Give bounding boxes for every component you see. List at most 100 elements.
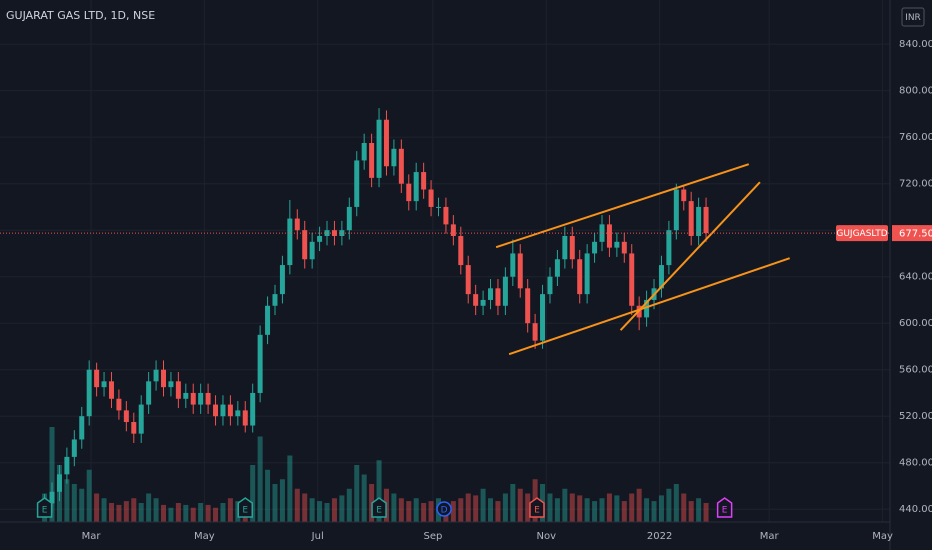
event-marker xyxy=(716,497,733,518)
candle-body xyxy=(354,160,360,207)
price-label: 677.50 xyxy=(899,229,932,240)
grid xyxy=(0,0,890,522)
candle-body xyxy=(435,206,441,208)
y-tick-label: 640.00 xyxy=(899,272,932,283)
candle-body xyxy=(658,265,664,289)
volume-bar xyxy=(599,498,605,522)
trend-line xyxy=(508,257,790,356)
currency-box[interactable] xyxy=(901,7,925,27)
candle-body xyxy=(116,398,122,411)
y-tick-label: 600.00 xyxy=(899,318,932,329)
trend-line xyxy=(495,163,750,249)
volume-bar xyxy=(116,504,122,522)
candle-body xyxy=(554,259,560,277)
event-label: E xyxy=(376,506,382,516)
volume-bar xyxy=(681,493,687,522)
volume-bar xyxy=(64,479,70,522)
candle-body xyxy=(183,392,189,399)
volume-bar xyxy=(673,484,679,522)
y-tick-label: 800.00 xyxy=(899,86,932,97)
candle-body xyxy=(279,265,285,295)
candle-body xyxy=(86,369,92,417)
volume-bar xyxy=(227,498,233,522)
volume-bar xyxy=(294,488,300,522)
candle-layer xyxy=(42,108,709,513)
volume-bar xyxy=(428,501,434,522)
event-marker xyxy=(36,497,53,518)
candle-body xyxy=(272,294,278,306)
x-tick-label: Jul xyxy=(311,531,324,542)
volume-bar xyxy=(279,479,285,522)
volume-bar xyxy=(658,495,664,522)
candle-body xyxy=(131,422,137,434)
volume-bar xyxy=(488,498,494,522)
volume-bar xyxy=(205,504,211,522)
price-box xyxy=(892,225,932,242)
candle-body xyxy=(443,206,449,225)
event-marker xyxy=(237,497,254,518)
candle-body xyxy=(510,253,516,277)
candle-body xyxy=(428,189,434,207)
event-label: E xyxy=(722,506,728,516)
volume-bar xyxy=(49,427,55,522)
currency[interactable]: INR xyxy=(905,13,921,23)
candle-body xyxy=(540,294,546,341)
volume-bar xyxy=(614,495,620,522)
volume-bar xyxy=(376,460,382,522)
y-tick-label: 760.00 xyxy=(899,132,932,143)
candle-body xyxy=(629,253,635,306)
volume-bar xyxy=(606,493,612,522)
symbol-box xyxy=(836,225,888,242)
candle-body xyxy=(621,241,627,254)
candle-body xyxy=(376,119,382,178)
volume-bar xyxy=(406,501,412,522)
volume-bar xyxy=(257,436,263,522)
volume-bar xyxy=(309,498,315,522)
volume-bar xyxy=(629,493,635,522)
event-label: E xyxy=(242,506,248,516)
volume-bar xyxy=(346,488,352,522)
candle-body xyxy=(309,241,315,260)
volume-bar xyxy=(331,498,337,522)
candle-body xyxy=(235,410,241,417)
volume-bar xyxy=(465,493,471,522)
volume-bar xyxy=(123,501,129,522)
volume-bar xyxy=(547,493,553,522)
volume-bar xyxy=(696,498,702,522)
volume-bar xyxy=(421,503,427,522)
candle-body xyxy=(287,218,293,266)
x-tick-label: Mar xyxy=(82,531,102,542)
event-label: E xyxy=(42,506,48,516)
candle-body xyxy=(421,172,427,190)
volume-bar xyxy=(317,501,323,522)
candle-body xyxy=(227,404,233,417)
volume-bar xyxy=(101,498,107,522)
candle-body xyxy=(577,259,583,295)
candle-body xyxy=(302,230,308,260)
candle-body xyxy=(331,230,337,237)
candle-body xyxy=(153,369,159,382)
volume-bar xyxy=(480,488,486,522)
volume-bar xyxy=(220,503,226,522)
candle-body xyxy=(473,294,479,306)
volume-bar xyxy=(324,503,330,522)
candle-body xyxy=(79,416,85,440)
volume-bar xyxy=(562,488,568,522)
volume-bar xyxy=(161,504,167,522)
candle-body xyxy=(398,148,404,184)
volume-bar xyxy=(287,455,293,522)
candle-body xyxy=(517,253,523,289)
volume-bar xyxy=(644,498,650,522)
volume-bar xyxy=(517,488,523,522)
candle-body xyxy=(584,253,590,295)
chart-title: GUJARAT GAS LTD, 1D, NSE xyxy=(6,9,155,22)
candle-body xyxy=(599,224,605,242)
volume-bar xyxy=(510,484,516,522)
volume-bar xyxy=(473,495,479,522)
event-label: D xyxy=(441,506,448,516)
trend-line xyxy=(619,181,761,331)
candle-body xyxy=(108,381,114,399)
y-tick-label: 520.00 xyxy=(899,411,932,422)
